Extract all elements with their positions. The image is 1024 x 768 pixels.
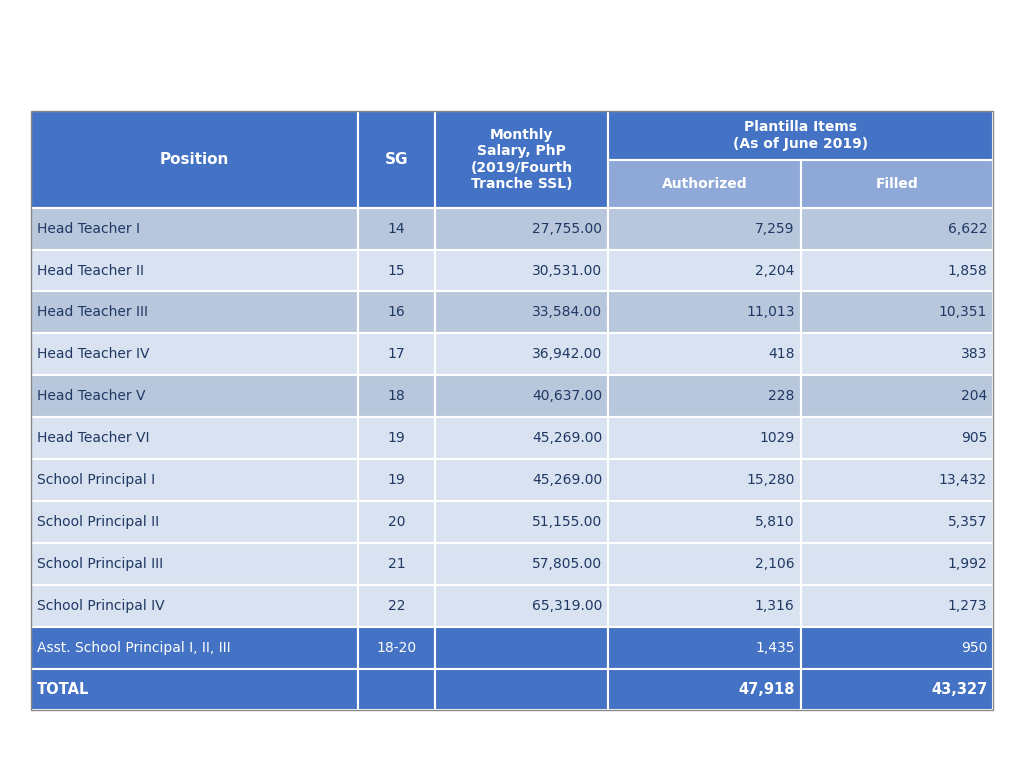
Text: 43,327: 43,327 bbox=[931, 682, 987, 697]
Text: TOTAL: TOTAL bbox=[37, 682, 89, 697]
Text: 228: 228 bbox=[768, 389, 795, 403]
Text: 1,273: 1,273 bbox=[947, 599, 987, 613]
Text: 21: 21 bbox=[388, 557, 406, 571]
Text: 2,106: 2,106 bbox=[755, 557, 795, 571]
Text: 6,622: 6,622 bbox=[947, 222, 987, 236]
Text: Filled: Filled bbox=[876, 177, 919, 190]
Text: 204: 204 bbox=[961, 389, 987, 403]
Text: 22: 22 bbox=[388, 599, 406, 613]
Text: School Principal I: School Principal I bbox=[37, 473, 155, 487]
Text: 36,942.00: 36,942.00 bbox=[531, 347, 602, 361]
Text: 7,259: 7,259 bbox=[755, 222, 795, 236]
Text: 383: 383 bbox=[961, 347, 987, 361]
Text: Table 3. Basic Monthly Salary, Administrative Track: Table 3. Basic Monthly Salary, Administr… bbox=[73, 31, 951, 61]
Text: 14: 14 bbox=[388, 222, 406, 236]
Text: 27,755.00: 27,755.00 bbox=[532, 222, 602, 236]
Text: Authorized: Authorized bbox=[662, 177, 748, 190]
Text: 20: 20 bbox=[388, 515, 406, 529]
Text: 1029: 1029 bbox=[760, 431, 795, 445]
Text: 18-20: 18-20 bbox=[377, 641, 417, 654]
Text: 47,918: 47,918 bbox=[738, 682, 795, 697]
Text: 5,357: 5,357 bbox=[948, 515, 987, 529]
Text: 13,432: 13,432 bbox=[939, 473, 987, 487]
Text: Monthly
Salary, PhP
(2019/Fourth
Tranche SSL): Monthly Salary, PhP (2019/Fourth Tranche… bbox=[471, 128, 572, 190]
Text: 1,992: 1,992 bbox=[947, 557, 987, 571]
Text: Position: Position bbox=[160, 152, 229, 167]
Text: 45,269.00: 45,269.00 bbox=[531, 431, 602, 445]
Text: 950: 950 bbox=[961, 641, 987, 654]
Text: 418: 418 bbox=[768, 347, 795, 361]
Text: School Principal III: School Principal III bbox=[37, 557, 163, 571]
Text: 5,810: 5,810 bbox=[755, 515, 795, 529]
Text: Head Teacher VI: Head Teacher VI bbox=[37, 431, 150, 445]
Text: School Principal IV: School Principal IV bbox=[37, 599, 165, 613]
Text: DEPARTMENT OF EDUCATION: DEPARTMENT OF EDUCATION bbox=[400, 740, 624, 754]
Text: 15: 15 bbox=[388, 263, 406, 277]
Text: 19: 19 bbox=[388, 473, 406, 487]
Text: 2,204: 2,204 bbox=[756, 263, 795, 277]
Text: 1,858: 1,858 bbox=[947, 263, 987, 277]
Text: 16: 16 bbox=[388, 306, 406, 319]
Text: Asst. School Principal I, II, III: Asst. School Principal I, II, III bbox=[37, 641, 230, 654]
Text: School Principal II: School Principal II bbox=[37, 515, 159, 529]
Text: 51,155.00: 51,155.00 bbox=[531, 515, 602, 529]
Text: 1,316: 1,316 bbox=[755, 599, 795, 613]
Text: 65,319.00: 65,319.00 bbox=[531, 599, 602, 613]
Text: 905: 905 bbox=[961, 431, 987, 445]
Text: 10,351: 10,351 bbox=[939, 306, 987, 319]
Text: Head Teacher I: Head Teacher I bbox=[37, 222, 140, 236]
Text: Head Teacher IV: Head Teacher IV bbox=[37, 347, 150, 361]
Text: 57,805.00: 57,805.00 bbox=[532, 557, 602, 571]
Text: SG: SG bbox=[385, 152, 409, 167]
Text: 11,013: 11,013 bbox=[746, 306, 795, 319]
Text: 3: 3 bbox=[983, 738, 993, 756]
Text: 45,269.00: 45,269.00 bbox=[531, 473, 602, 487]
Text: 18: 18 bbox=[388, 389, 406, 403]
Text: 33,584.00: 33,584.00 bbox=[532, 306, 602, 319]
Text: 17: 17 bbox=[388, 347, 406, 361]
Text: 15,280: 15,280 bbox=[746, 473, 795, 487]
Text: 40,637.00: 40,637.00 bbox=[532, 389, 602, 403]
Text: Head Teacher V: Head Teacher V bbox=[37, 389, 145, 403]
Text: Head Teacher III: Head Teacher III bbox=[37, 306, 147, 319]
Text: 19: 19 bbox=[388, 431, 406, 445]
Text: Head Teacher II: Head Teacher II bbox=[37, 263, 143, 277]
Text: 1,435: 1,435 bbox=[755, 641, 795, 654]
Text: Plantilla Items
(As of June 2019): Plantilla Items (As of June 2019) bbox=[733, 121, 868, 151]
Text: 30,531.00: 30,531.00 bbox=[532, 263, 602, 277]
